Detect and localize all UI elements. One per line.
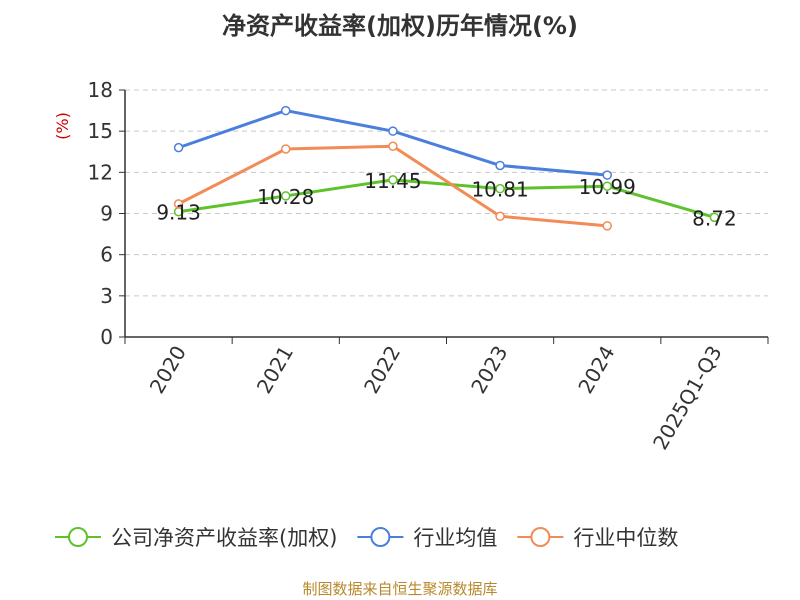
x-tick-label: 2024: [573, 342, 619, 398]
y-tick-label: 3: [100, 284, 113, 308]
y-tick-label: 9: [100, 202, 113, 226]
data-label: 9.13: [156, 201, 201, 225]
series-lines: [173, 105, 720, 231]
series-point-0: [495, 183, 505, 194]
series-point-0: [281, 191, 291, 201]
data-label: 10.99: [579, 175, 636, 199]
legend-label: 公司净资产收益率(加权): [111, 526, 337, 550]
data-label: 8.72: [692, 206, 737, 230]
y-tick-label: 15: [88, 119, 113, 143]
series-point-2: [281, 144, 291, 154]
y-tick-label: 12: [88, 160, 113, 184]
series-point-0: [388, 175, 398, 185]
series-point-2: [495, 211, 505, 221]
series-line-0: [177, 178, 716, 219]
data-label: 10.28: [257, 185, 314, 209]
legend-marker: [370, 527, 391, 547]
series-point-1: [602, 170, 612, 180]
series-point-2: [388, 141, 398, 152]
x-tick-label: 2022: [359, 342, 405, 398]
legend-label: 行业均值: [413, 526, 497, 550]
legend-marker: [530, 527, 551, 547]
series-point-2: [602, 221, 612, 231]
data-labels: 9.13 10.28 11.45 10.81 10.99 8.72: [156, 169, 736, 230]
series-point-1: [495, 160, 505, 171]
series-point-1: [173, 142, 184, 153]
legend-marker: [68, 527, 88, 547]
source-note: 制图数据来自恒生聚源数据库: [302, 580, 498, 598]
series-point-2: [173, 199, 184, 209]
x-tick-label: 2020: [145, 342, 191, 398]
chart-title: 净资产收益率(加权)历年情况(%): [222, 12, 578, 40]
x-tick-label: 2023: [466, 342, 512, 398]
data-label: 10.81: [471, 178, 528, 202]
y-tick-label: 18: [88, 78, 113, 102]
series-point-0: [709, 212, 720, 223]
legend-label: 行业中位数: [573, 526, 678, 550]
x-tick-label: 2025Q1-Q3: [648, 342, 727, 454]
axes: 0 3 6 9 12 15 18 (%) 2020 2021 2022 2023 2024 2025Q1-…: [53, 78, 769, 454]
y-tick-label: 0: [100, 325, 113, 349]
series-point-1: [388, 126, 398, 136]
data-label: 11.45: [364, 169, 421, 193]
legend: 公司净资产收益率(加权) 行业均值 行业中位数: [55, 526, 678, 550]
grid-lines: [125, 89, 768, 297]
series-point-0: [602, 181, 612, 191]
y-tick-label: 6: [100, 243, 113, 267]
series-point-1: [281, 105, 291, 116]
y-axis-label: (%): [53, 112, 72, 140]
x-tick-label: 2021: [252, 342, 298, 398]
